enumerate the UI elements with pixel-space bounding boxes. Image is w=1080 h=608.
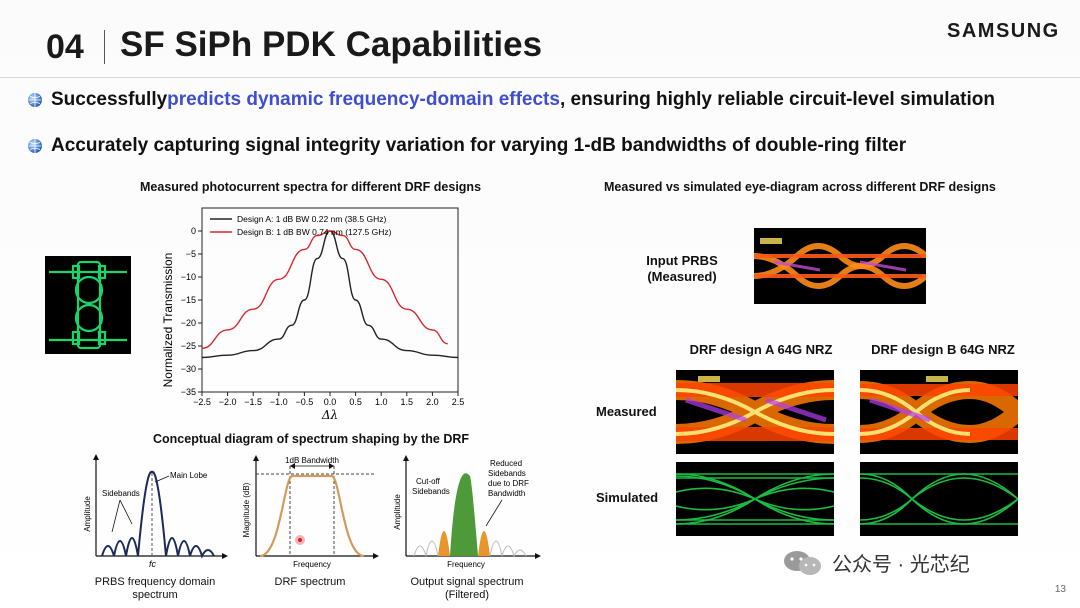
y-tick-label: −20 bbox=[181, 318, 196, 328]
bullet-1: Successfully predicts dynamic frequency-… bbox=[27, 89, 995, 111]
d3-ylabel: Amplitude bbox=[393, 494, 402, 530]
d3-reduced-3: due to DRF bbox=[488, 479, 529, 488]
watermark: 公众号 · 光芯纪 bbox=[782, 548, 970, 577]
d1-main-lobe-label: Main Lobe bbox=[170, 471, 208, 480]
watermark-text: 公众号 · 光芯纪 bbox=[832, 554, 970, 576]
x-tick-label: −0.5 bbox=[296, 397, 314, 407]
drf-spectrum-diagram: Magnitude (dB) 1dB Bandwidth Frequency bbox=[242, 455, 379, 569]
page-number: 13 bbox=[1054, 584, 1066, 595]
eye-diagram-simulated-a bbox=[676, 462, 834, 536]
d3-xlabel: Frequency bbox=[447, 560, 485, 569]
legend-label: Design A: 1 dB BW 0.22 nm (38.5 GHz) bbox=[237, 214, 386, 224]
d3-reduced-2: Sidebands bbox=[488, 469, 526, 478]
page-title: SF SiPh PDK Capabilities bbox=[120, 25, 543, 64]
col-a-label: DRF design A 64G NRZ bbox=[689, 342, 833, 357]
input-prbs-label: Input PRBS bbox=[646, 253, 718, 268]
d3-caption-1: Output signal spectrum bbox=[410, 576, 524, 588]
globe-bullet-icon bbox=[28, 139, 42, 153]
x-tick-label: −1.5 bbox=[244, 397, 262, 407]
d3-caption-2: (Filtered) bbox=[444, 589, 489, 601]
row-measured-label: Measured bbox=[596, 404, 657, 419]
x-tick-label: 0.5 bbox=[349, 397, 362, 407]
double-ring-filter-layout-icon bbox=[45, 256, 131, 354]
input-prbs-sublabel: (Measured) bbox=[647, 269, 717, 284]
section-number: 04 bbox=[46, 28, 84, 66]
chart-xlabel: Δλ bbox=[321, 408, 338, 422]
x-tick-label: 0.0 bbox=[324, 397, 337, 407]
header-rule bbox=[0, 77, 1080, 78]
d1-sidebands-label: Sidebands bbox=[102, 489, 140, 498]
d3-reduced-1: Reduced bbox=[490, 459, 522, 468]
row-simulated-label: Simulated bbox=[596, 490, 659, 505]
bullet-1-text-pre: Successfully bbox=[51, 89, 168, 110]
y-tick-label: −5 bbox=[186, 249, 196, 259]
bullet-2-text: Accurately capturing signal integrity va… bbox=[51, 135, 907, 156]
d1-ylabel: Amplitude bbox=[83, 496, 92, 532]
d1-caption-1: PRBS frequency domain bbox=[94, 576, 216, 588]
right-panel-title: Measured vs simulated eye-diagram across… bbox=[604, 180, 996, 194]
eye-diagram-input bbox=[754, 228, 926, 304]
output-spectrum-diagram: Amplitude Cut-off Sidebands Reduced Side… bbox=[393, 455, 541, 569]
d2-caption: DRF spectrum bbox=[274, 576, 346, 588]
x-tick-label: 1.5 bbox=[401, 397, 414, 407]
x-tick-label: 2.5 bbox=[452, 397, 465, 407]
d1-fc-label: fc bbox=[149, 559, 157, 569]
x-tick-label: 1.0 bbox=[375, 397, 388, 407]
d2-xlabel: Frequency bbox=[293, 560, 331, 569]
series-line-design-b bbox=[201, 230, 448, 349]
y-tick-label: −15 bbox=[181, 295, 196, 305]
y-tick-label: −35 bbox=[181, 387, 196, 397]
y-tick-label: −25 bbox=[181, 341, 196, 351]
col-b-label: DRF design B 64G NRZ bbox=[871, 342, 1015, 357]
brand-logo: SAMSUNG bbox=[947, 20, 1060, 42]
eye-diagram-measured-b bbox=[860, 370, 1018, 454]
globe-bullet-icon bbox=[28, 93, 42, 107]
d3-reduced-4: Bandwidth bbox=[488, 489, 525, 498]
d3-cutoff-1: Cut-off bbox=[416, 477, 441, 486]
wechat-icon bbox=[784, 550, 821, 575]
d2-bandwidth-label: 1dB Bandwidth bbox=[285, 456, 339, 465]
y-tick-label: 0 bbox=[191, 226, 196, 236]
bullet-1-text-post: , ensuring highly reliable circuit-level… bbox=[559, 89, 995, 110]
chart-ylabel: Normalized Transmission bbox=[161, 253, 175, 388]
prbs-spectrum-diagram: Amplitude Main Lobe Sidebands fc bbox=[83, 454, 228, 569]
bullet-2: Accurately capturing signal integrity va… bbox=[27, 135, 906, 157]
concept-title: Conceptual diagram of spectrum shaping b… bbox=[153, 432, 470, 446]
transmission-chart: −2.5 −2.0 −1.5 −1.0 −0.5 0.0 0.5 1.0 1.5 2.0 2.5 0 −… bbox=[161, 207, 465, 422]
d3-cutoff-2: Sidebands bbox=[412, 487, 450, 496]
x-tick-label: −1.0 bbox=[270, 397, 288, 407]
title-divider bbox=[104, 30, 105, 64]
bullet-1-highlight: predicts dynamic frequency-domain effect… bbox=[167, 89, 560, 110]
y-tick-label: −30 bbox=[181, 364, 196, 374]
x-tick-label: −2.5 bbox=[193, 397, 211, 407]
x-tick-label: −2.0 bbox=[219, 397, 237, 407]
left-panel-title: Measured photocurrent spectra for differ… bbox=[140, 180, 482, 194]
legend-label: Design B: 1 dB BW 0.74 nm (127.5 GHz) bbox=[237, 227, 392, 237]
d2-ylabel: Magnitude (dB) bbox=[242, 482, 251, 537]
x-tick-label: 2.0 bbox=[426, 397, 439, 407]
eye-diagram-measured-a bbox=[676, 370, 834, 454]
d1-caption-2: spectrum bbox=[132, 589, 178, 601]
series-line-design-a bbox=[201, 230, 459, 359]
y-tick-label: −10 bbox=[181, 272, 196, 282]
eye-diagram-simulated-b bbox=[860, 462, 1018, 536]
